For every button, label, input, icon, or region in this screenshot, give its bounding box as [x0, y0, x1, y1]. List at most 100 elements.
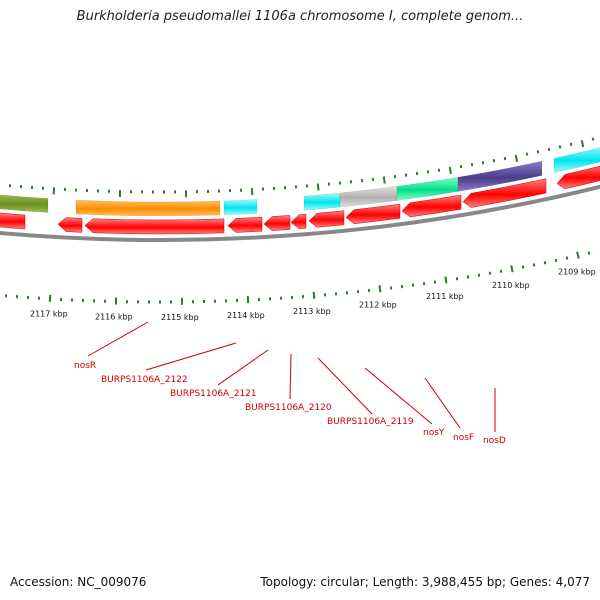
minor-tick: [345, 291, 349, 295]
forward-gene-arrow[interactable]: [290, 213, 307, 229]
minor-tick: [224, 299, 228, 303]
minor-tick: [404, 173, 408, 177]
major-tick: [114, 297, 118, 305]
forward-gene-arrow[interactable]: [345, 203, 401, 224]
cyan-feature[interactable]: [553, 145, 600, 174]
reverse-features: [0, 145, 600, 217]
callout-line: [289, 353, 292, 400]
minor-tick: [389, 286, 393, 290]
minor-tick: [136, 300, 140, 304]
forward-gene-arrow[interactable]: [227, 216, 263, 233]
gene-label[interactable]: nosF: [453, 433, 474, 443]
minor-tick: [228, 189, 232, 193]
minor-tick: [217, 189, 221, 193]
backbone-line: [0, 184, 600, 242]
cyan-feature[interactable]: [303, 192, 341, 211]
gene-label[interactable]: nosY: [423, 428, 445, 438]
callout-line: [145, 342, 237, 371]
forward-gene-arrow[interactable]: [556, 164, 600, 190]
minor-tick: [459, 164, 463, 169]
forward-gene-arrow[interactable]: [401, 194, 462, 218]
callout-line: [364, 367, 433, 425]
gene-label[interactable]: BURPS1106A_2119: [327, 417, 414, 427]
minor-tick: [30, 185, 34, 190]
minor-tick: [371, 177, 375, 181]
minor-tick: [400, 284, 404, 289]
orange-feature[interactable]: [75, 199, 221, 217]
minor-tick: [422, 282, 426, 286]
grey-feature[interactable]: [339, 186, 398, 208]
gene-callouts: nosR BURPS1106A_2122 BURPS1106A_2121 BURPS1…: [74, 321, 506, 446]
minor-tick: [334, 292, 338, 296]
minor-tick: [536, 150, 540, 154]
minor-tick: [323, 293, 327, 297]
gene-label[interactable]: nosD: [483, 436, 506, 446]
inner-tick-ring: [8, 137, 595, 198]
minor-tick: [521, 265, 525, 269]
minor-tick: [37, 296, 41, 300]
forward-gene-arrow[interactable]: [263, 215, 291, 231]
minor-tick: [360, 179, 364, 183]
minor-tick: [393, 174, 397, 179]
minor-tick: [488, 271, 492, 275]
minor-tick: [191, 300, 195, 304]
minor-tick: [470, 163, 474, 167]
major-tick: [382, 176, 386, 184]
forward-gene-arrow[interactable]: [462, 178, 547, 208]
minor-tick: [525, 152, 529, 156]
forward-gene-arrow[interactable]: [57, 217, 83, 233]
gene-label[interactable]: BURPS1106A_2121: [170, 389, 257, 399]
forward-gene-arrow[interactable]: [0, 212, 26, 230]
callout-line: [87, 321, 149, 357]
major-tick: [312, 291, 316, 299]
major-tick: [118, 190, 122, 198]
minor-tick: [349, 180, 353, 184]
forward-gene-arrow[interactable]: [308, 210, 345, 228]
kbp-tick-label: 2116 kbp: [95, 312, 133, 321]
minor-tick: [107, 189, 111, 193]
kbp-tick-label: 2115 kbp: [161, 313, 199, 322]
major-tick: [514, 154, 519, 162]
olive-feature[interactable]: [0, 194, 49, 213]
navy-feature[interactable]: [457, 160, 543, 192]
minor-tick: [477, 273, 481, 277]
major-tick: [246, 295, 250, 304]
minor-tick: [151, 190, 155, 194]
gene-label[interactable]: nosR: [74, 361, 96, 371]
minor-tick: [19, 185, 23, 189]
minor-tick: [587, 251, 591, 255]
minor-tick: [202, 299, 206, 304]
minor-tick: [433, 280, 437, 284]
gene-label[interactable]: BURPS1106A_2122: [101, 375, 188, 385]
kbp-tick-label: 2111 kbp: [426, 292, 464, 301]
gene-label[interactable]: BURPS1106A_2120: [245, 403, 332, 413]
cyan-feature[interactable]: [223, 199, 258, 216]
minor-tick: [206, 189, 210, 193]
minor-tick: [92, 299, 96, 303]
map-title: Burkholderia pseudomallei 1106a chromoso…: [76, 9, 524, 24]
minor-tick: [466, 275, 470, 279]
major-tick: [448, 166, 452, 175]
minor-tick: [558, 145, 562, 149]
forward-gene-arrow[interactable]: [84, 218, 225, 235]
minor-tick: [283, 186, 287, 190]
minor-tick: [162, 190, 166, 194]
accession-text: Accession: NC_009076: [10, 575, 147, 589]
minor-tick: [140, 190, 144, 194]
kbp-label-group: 2117 kbp 2116 kbp 2115 kbp 2114 kbp 2113 kbp…: [30, 268, 596, 322]
minor-tick: [492, 159, 496, 163]
kbp-tick-label: 2112 kbp: [359, 301, 397, 310]
minor-tick: [63, 187, 67, 192]
minor-tick: [239, 188, 243, 192]
minor-tick: [437, 168, 441, 172]
minor-tick: [356, 290, 360, 294]
minor-tick: [279, 296, 283, 300]
major-tick: [184, 190, 188, 198]
minor-tick: [59, 297, 63, 301]
green-feature[interactable]: [396, 176, 459, 201]
callout-line: [217, 349, 269, 386]
minor-tick: [195, 190, 199, 194]
minor-tick: [591, 137, 595, 141]
genome-backbone: [0, 184, 600, 242]
